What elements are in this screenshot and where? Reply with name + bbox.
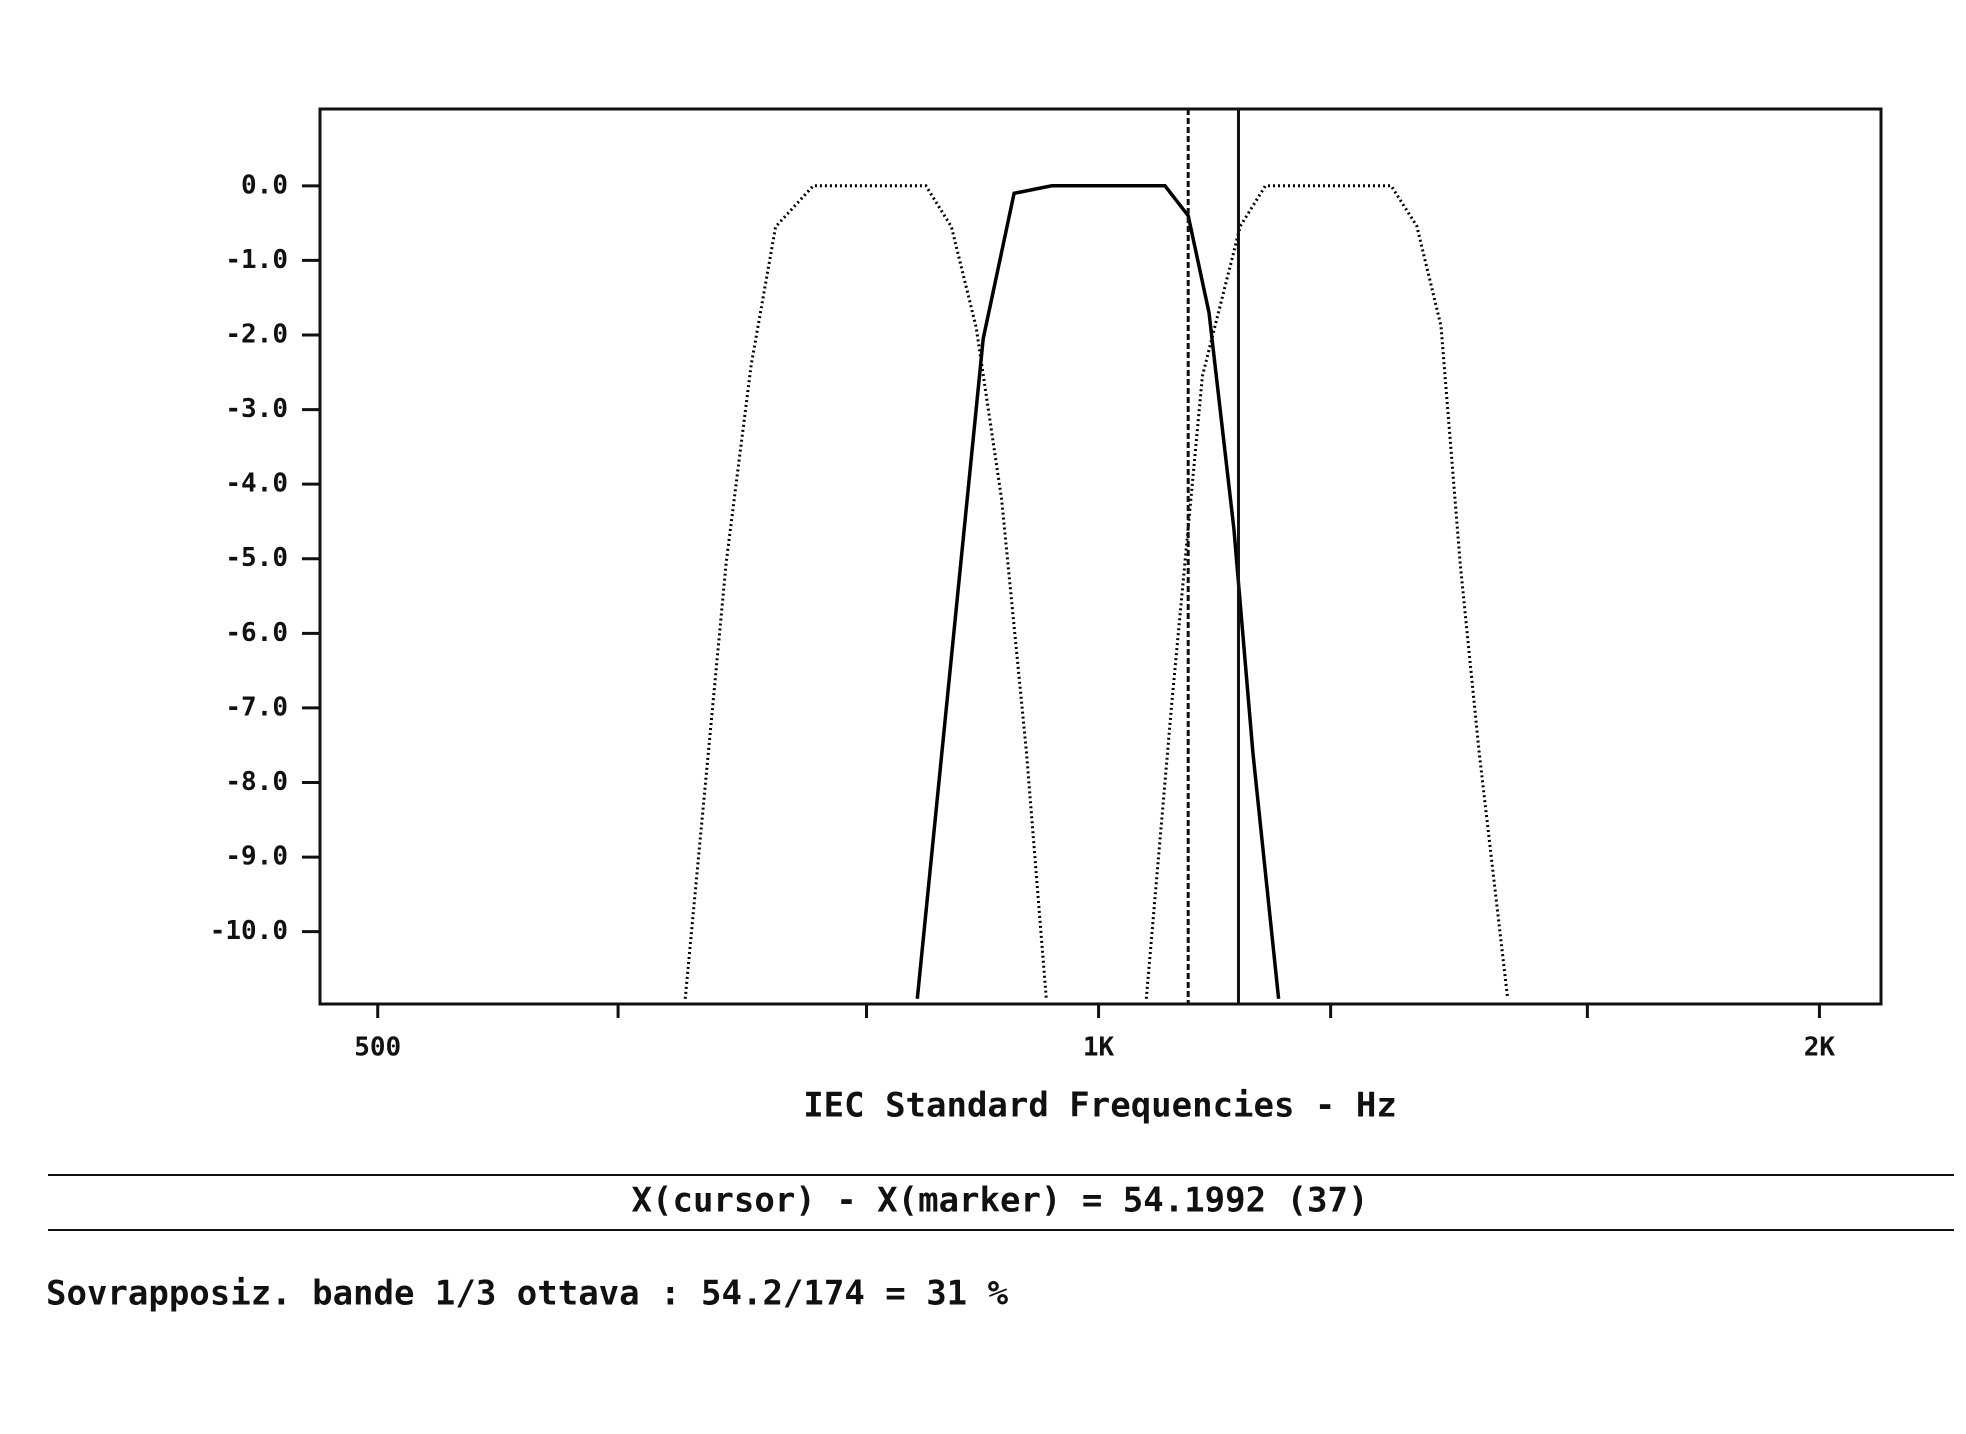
- plot-frame: [318, 107, 1883, 1006]
- y-tick-label: -10.0: [210, 916, 288, 946]
- y-tick-label: -1.0: [225, 245, 288, 275]
- y-tick-label: -9.0: [225, 842, 288, 872]
- filter-curve: [683, 184, 1048, 999]
- filter-curve: [915, 184, 1281, 999]
- y-tick-label: 0.0: [241, 170, 288, 200]
- readout: X(cursor) - X(marker) = 54.1992 (37): [632, 1181, 1369, 1221]
- y-tick-label: -8.0: [225, 767, 288, 797]
- footer-note: Sovrapposiz. bande 1/3 ottava : 54.2/174…: [46, 1274, 1009, 1314]
- filter-curve: [1144, 184, 1510, 999]
- y-tick-label: -4.0: [225, 469, 288, 499]
- y-tick-label: -5.0: [225, 543, 288, 573]
- y-tick-label: -7.0: [225, 692, 288, 722]
- x-tick-label: 1K: [1083, 1033, 1115, 1063]
- y-tick-label: -2.0: [225, 319, 288, 349]
- x-axis-label: IEC Standard Frequencies - Hz: [803, 1086, 1397, 1126]
- x-tick-label: 2K: [1804, 1033, 1836, 1063]
- y-tick-label: -6.0: [225, 618, 288, 648]
- x-tick-label: 500: [354, 1033, 401, 1063]
- y-tick-label: -3.0: [225, 394, 288, 424]
